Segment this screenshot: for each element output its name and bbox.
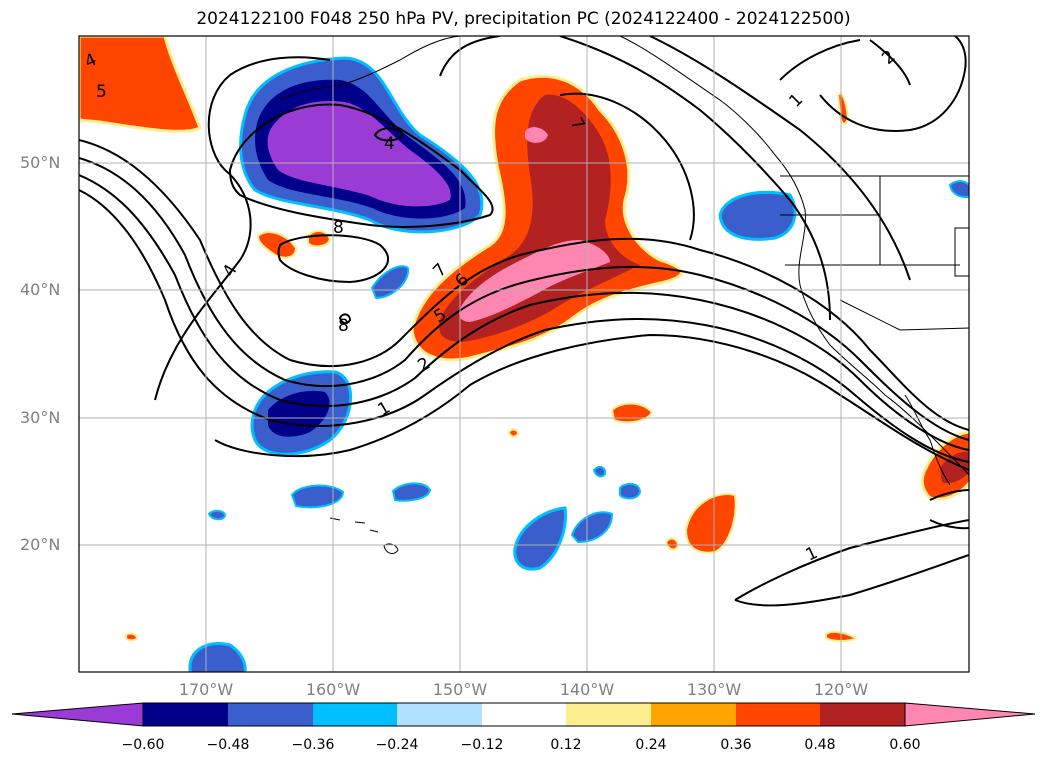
neg-area-small-5 <box>619 482 642 500</box>
pos-area-small-8 <box>125 632 139 642</box>
alaska-coast <box>279 36 461 101</box>
lon-label: 150°W <box>432 680 488 699</box>
colorbar-tick-label: −0.36 <box>291 737 335 753</box>
pv-contour-10 <box>338 313 352 325</box>
lat-label: 40°N <box>20 280 61 299</box>
pv-contour-15 <box>869 39 911 86</box>
contour-label: 8 <box>333 218 344 238</box>
lon-label: 130°W <box>686 680 742 699</box>
colorbar-segment <box>736 703 820 726</box>
neg-area-small-4 <box>570 511 614 544</box>
pv-contour-2 <box>79 157 969 441</box>
lon-label: 140°W <box>559 680 615 699</box>
colorbar-tick-label: 0.12 <box>550 737 582 753</box>
pos-area-northwest <box>79 36 202 133</box>
pv-contour-1 <box>79 139 969 431</box>
colorbar-segment <box>820 703 905 726</box>
colorbar-extend-low <box>11 702 144 727</box>
pos-area-ar-pink <box>459 240 610 322</box>
colorbar-segment <box>228 703 313 726</box>
lon-label: 120°W <box>813 680 869 699</box>
colorbar-segment <box>566 703 651 726</box>
neg-area-small-6 <box>592 465 607 478</box>
colorbar-extend-high <box>904 702 1036 727</box>
map-title: 2024122100 F048 250 hPa PV, precipitatio… <box>196 9 851 29</box>
neg-area-small-8 <box>948 180 969 199</box>
lat-label: 20°N <box>20 535 61 554</box>
pv-contour-11 <box>439 36 695 241</box>
north-american-coast <box>619 36 969 476</box>
colorbar-tick-label: 0.36 <box>720 737 752 753</box>
colorbar-tick-label: −0.60 <box>121 737 165 753</box>
colorbar-segment <box>143 703 228 726</box>
colorbar-tick-label: −0.12 <box>460 737 504 753</box>
map-frame <box>78 35 970 673</box>
lon-label: 170°W <box>178 680 234 699</box>
pos-area-small-9 <box>507 428 520 438</box>
pos-area-small-1 <box>256 231 298 259</box>
gridlines <box>79 36 969 672</box>
neg-area-small-3 <box>391 482 432 502</box>
contour-label: 5 <box>96 82 107 102</box>
pv-contour-13 <box>649 36 911 281</box>
pv-contour-4 <box>79 189 969 463</box>
pv-contour-6 <box>214 333 969 471</box>
neg-area-small-2 <box>290 484 345 509</box>
colorbar-segment <box>651 703 736 726</box>
pos-area-small-4 <box>684 493 737 554</box>
neg-area-hawaii-east <box>513 506 568 571</box>
colorbar-tick-label: −0.48 <box>206 737 250 753</box>
neg-area-south-dateline <box>188 642 247 672</box>
lon-label: 160°W <box>305 680 361 699</box>
positive-precip-anomalies <box>79 36 969 642</box>
colorbar-tick-label: 0.48 <box>804 737 836 753</box>
hawaii-islands <box>329 517 399 554</box>
contour-label: 4 <box>384 134 395 154</box>
neg-area-pnw-coast <box>718 190 797 241</box>
state-borders <box>780 176 969 331</box>
colorbar <box>11 702 1036 727</box>
neg-area-aleutian-purple <box>267 100 451 207</box>
colorbar-tick-label: 0.24 <box>635 737 667 753</box>
colorbar-segment <box>482 703 566 726</box>
pv-contours <box>79 36 969 607</box>
pv-contour-17 <box>734 519 969 607</box>
pv-contour-14 <box>779 36 967 132</box>
coastlines <box>279 36 969 554</box>
colorbar-segment <box>397 703 482 726</box>
pos-area-pink-small <box>525 127 548 143</box>
contour-label: 8 <box>338 316 349 336</box>
pv-contour-3 <box>79 174 969 451</box>
pv-contour-8 <box>277 234 390 284</box>
colorbar-tick-label: 0.60 <box>889 737 921 753</box>
pv-contour-7 <box>228 103 494 228</box>
colorbar-outline <box>142 702 906 727</box>
pv-contour-5 <box>154 56 331 401</box>
pos-area-small-2 <box>307 230 332 248</box>
pos-area-small-5 <box>664 537 680 551</box>
colorbar-tick-label: −0.24 <box>375 737 419 753</box>
colorbar-segment <box>313 703 397 726</box>
pv-contour-12 <box>559 36 831 321</box>
lat-label: 30°N <box>20 408 61 427</box>
neg-area-small-7 <box>207 509 227 521</box>
pv-contour-9 <box>373 127 404 142</box>
lat-label: 50°N <box>20 153 61 172</box>
